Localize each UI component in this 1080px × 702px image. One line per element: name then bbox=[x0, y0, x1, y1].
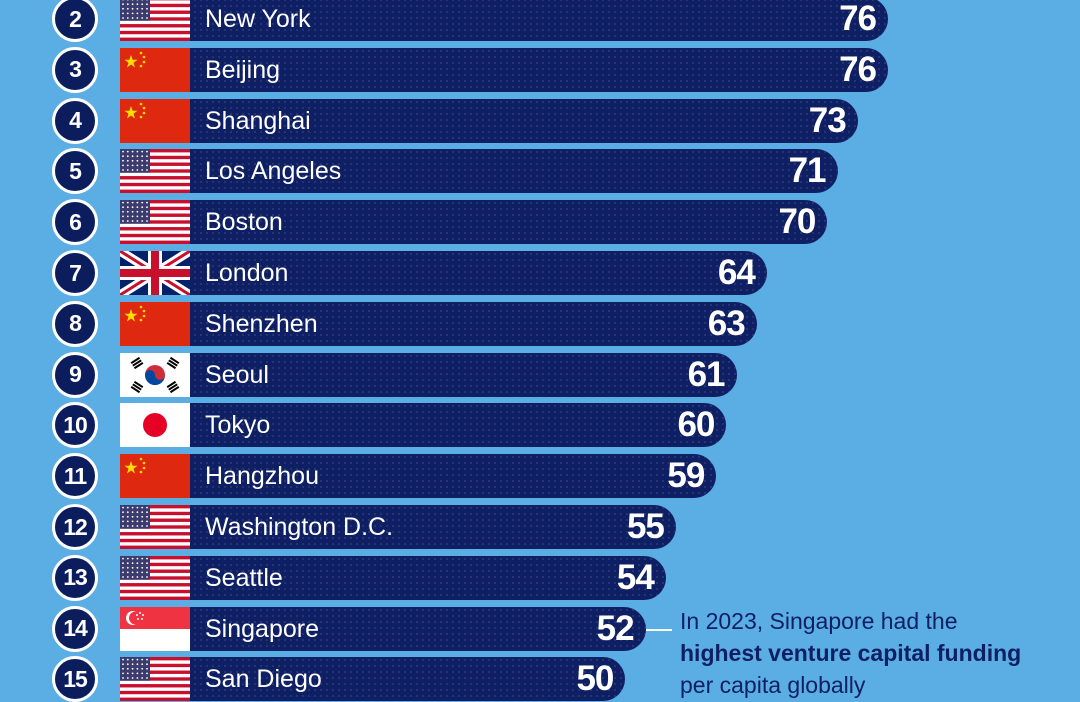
japan-flag-icon bbox=[120, 403, 190, 448]
city-label: Singapore bbox=[205, 614, 319, 643]
value-label: 76 bbox=[839, 0, 877, 38]
bar-row: 2 New York 76 bbox=[0, 0, 1080, 42]
city-label: Tokyo bbox=[205, 411, 271, 440]
bar-row: 9 Seoul 61 bbox=[0, 351, 1080, 398]
china-flag-icon bbox=[120, 98, 190, 143]
bar bbox=[120, 251, 767, 295]
bar bbox=[120, 98, 858, 143]
bar-row: 5 Los Angeles 71 bbox=[0, 148, 1080, 195]
city-label: Hangzhou bbox=[205, 462, 319, 491]
value-label: 50 bbox=[576, 659, 614, 699]
rank-badge: 15 bbox=[52, 656, 98, 702]
value-label: 71 bbox=[788, 151, 827, 191]
city-label: Seoul bbox=[205, 360, 269, 389]
singapore-flag-icon bbox=[120, 606, 190, 651]
city-label: Boston bbox=[205, 208, 283, 237]
bar-row: 13 Seattle 54 bbox=[0, 554, 1080, 601]
city-label: Shanghai bbox=[205, 106, 311, 135]
annotation-line-2: highest venture capital funding bbox=[680, 640, 1022, 666]
bar bbox=[120, 606, 646, 651]
rank-badge: 5 bbox=[52, 148, 98, 195]
annotation-connector bbox=[645, 628, 672, 631]
rank-badge: 13 bbox=[52, 554, 98, 601]
value-label: 76 bbox=[839, 49, 877, 89]
value-label: 59 bbox=[667, 456, 705, 496]
value-label: 54 bbox=[616, 557, 655, 597]
bar bbox=[120, 505, 676, 549]
bar bbox=[120, 352, 737, 397]
rank-badge: 11 bbox=[52, 453, 98, 500]
uk-flag-icon bbox=[120, 251, 190, 295]
city-label: Beijing bbox=[205, 55, 281, 84]
value-label: 61 bbox=[687, 354, 726, 394]
bar bbox=[120, 149, 838, 194]
us-flag-icon bbox=[120, 0, 190, 41]
bar bbox=[120, 454, 717, 499]
china-flag-icon bbox=[120, 454, 190, 499]
bar bbox=[120, 403, 727, 448]
bar bbox=[120, 555, 666, 600]
annotation-line-1: In 2023, Singapore had the bbox=[680, 608, 958, 634]
us-flag-icon bbox=[120, 657, 190, 702]
bar-row: 12 Washington D.C. 55 bbox=[0, 504, 1080, 550]
us-flag-icon bbox=[120, 505, 190, 549]
city-label: Los Angeles bbox=[205, 157, 342, 186]
bar-row: 10 Tokyo 60 bbox=[0, 402, 1080, 449]
city-label: Shenzhen bbox=[205, 309, 318, 338]
bar-row: 7 London 64 bbox=[0, 250, 1080, 296]
bar-row: 4 Shanghai 73 bbox=[0, 97, 1080, 144]
city-label: New York bbox=[205, 5, 311, 33]
value-label: 55 bbox=[626, 507, 665, 546]
bar bbox=[120, 301, 757, 346]
bar-row: 11 Hangzhou 59 bbox=[0, 453, 1080, 500]
us-flag-icon bbox=[120, 149, 190, 194]
us-flag-icon bbox=[120, 555, 190, 600]
city-label: London bbox=[205, 259, 289, 287]
value-label: 52 bbox=[596, 608, 635, 648]
rank-badge: 9 bbox=[52, 351, 98, 398]
us-flag-icon bbox=[120, 200, 190, 245]
china-flag-icon bbox=[120, 47, 190, 92]
city-label: San Diego bbox=[205, 665, 322, 694]
rank-badge: 14 bbox=[52, 605, 98, 652]
rank-badge: 12 bbox=[52, 504, 98, 550]
value-label: 63 bbox=[707, 303, 746, 343]
value-label: 73 bbox=[808, 100, 847, 140]
value-label: 64 bbox=[717, 253, 756, 292]
city-label: Seattle bbox=[205, 563, 283, 592]
china-flag-icon bbox=[120, 301, 190, 346]
rank-badge: 8 bbox=[52, 300, 98, 347]
south-korea-flag-icon bbox=[120, 352, 190, 397]
value-label: 70 bbox=[778, 202, 816, 242]
rank-badge: 3 bbox=[52, 46, 98, 93]
rank-badge: 7 bbox=[52, 250, 98, 296]
rank-badge: 4 bbox=[52, 97, 98, 144]
rank-badge: 6 bbox=[52, 199, 98, 246]
city-label: Washington D.C. bbox=[205, 513, 394, 541]
bar-row: 8 Shenzhen 63 bbox=[0, 300, 1080, 347]
bar-row: 3 Beijing 76 bbox=[0, 46, 1080, 93]
bar-row: 6 Boston 70 bbox=[0, 199, 1080, 246]
singapore-annotation: In 2023, Singapore had the highest ventu… bbox=[680, 605, 1075, 701]
bar bbox=[120, 200, 828, 245]
bar-row: 14 Singapore 52 bbox=[0, 605, 1080, 652]
rank-badge: 2 bbox=[52, 0, 98, 42]
bar bbox=[120, 47, 888, 92]
annotation-line-3: per capita globally bbox=[680, 672, 866, 698]
value-label: 60 bbox=[677, 405, 715, 445]
bar bbox=[120, 0, 888, 41]
rank-badge: 10 bbox=[52, 402, 98, 449]
